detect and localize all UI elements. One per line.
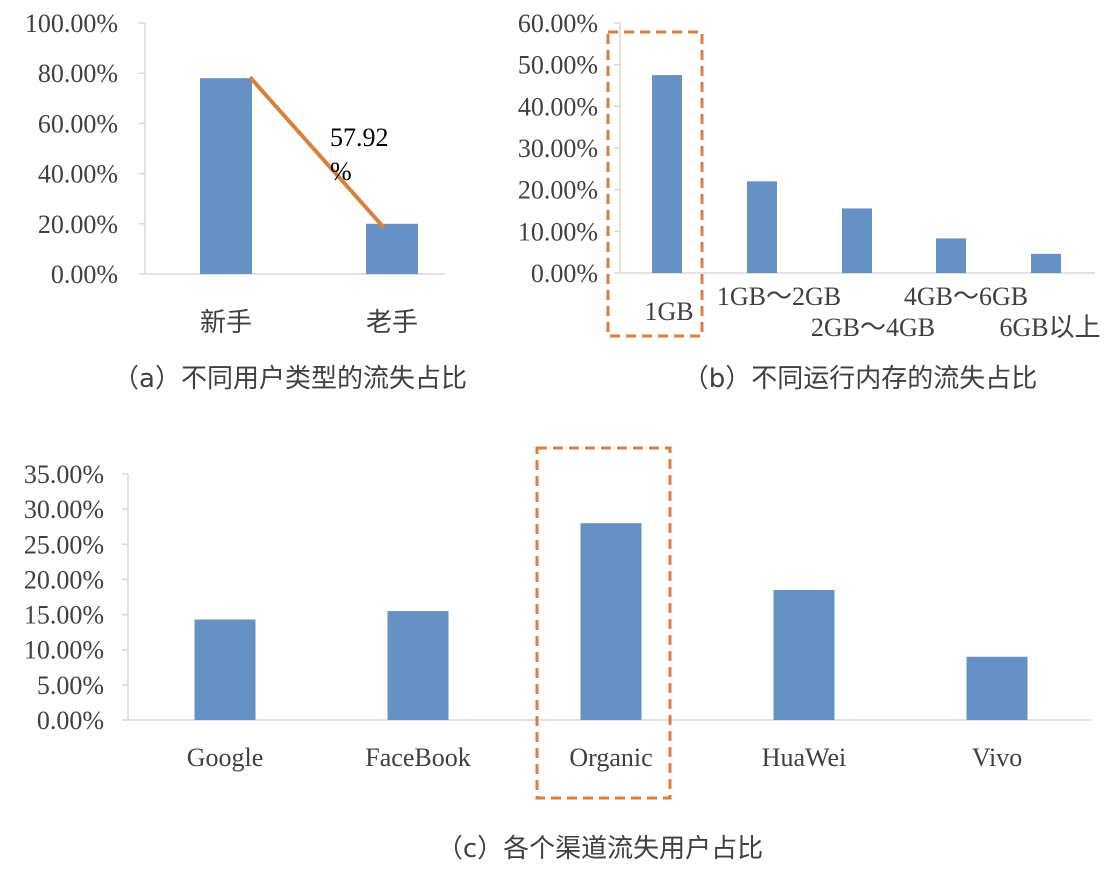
chart-b-highlight-box xyxy=(606,30,704,338)
chart-b-category-label: 2GB～4GB xyxy=(811,313,935,342)
chart-a-ytick-label: 0.00% xyxy=(51,260,118,289)
chart-b-category-label: 4GB～6GB xyxy=(904,282,1028,311)
chart-b-bar xyxy=(747,181,777,273)
chart-c-ytick-label: 30.00% xyxy=(24,495,104,524)
chart-a-trend-line xyxy=(248,75,386,230)
chart-a-bar xyxy=(200,78,252,274)
chart-a-bar xyxy=(366,223,418,274)
chart-c-highlight-box xyxy=(535,446,672,800)
chart-b-bar xyxy=(652,75,682,273)
chart-c-ytick-label: 5.00% xyxy=(37,671,104,700)
chart-b-ytick-label: 10.00% xyxy=(518,217,598,246)
chart-b-memory: 0.00% 10.00% 20.00% 30.00% 40.00% 50.00% 60.00… xyxy=(518,9,1101,394)
chart-a-ytick-label: 80.00% xyxy=(38,59,118,88)
chart-b-ytick-label: 60.00% xyxy=(518,9,598,38)
chart-b-ytick-label: 50.00% xyxy=(518,51,598,80)
chart-c-bar xyxy=(194,619,256,720)
chart-b-ytick-label: 20.00% xyxy=(518,176,598,205)
chart-c-category-label: Organic xyxy=(569,743,652,772)
chart-a-ytick-label: 40.00% xyxy=(38,160,118,189)
chart-a-ytick-label: 20.00% xyxy=(38,210,118,239)
chart-c-category-label: Google xyxy=(187,743,264,772)
chart-b-bar xyxy=(1031,253,1061,273)
chart-c-ytick-label: 35.00% xyxy=(24,460,104,489)
chart-c-bar xyxy=(773,589,835,720)
chart-b-ytick-label: 30.00% xyxy=(518,134,598,163)
chart-c-ytick-label: 0.00% xyxy=(37,706,104,735)
chart-b-bar xyxy=(936,238,966,273)
chart-c-ytick-label: 20.00% xyxy=(24,565,104,594)
chart-b-ytick-label: 40.00% xyxy=(518,92,598,121)
chart-a-category-label: 老手 xyxy=(366,308,418,337)
chart-a-ytick-label: 100.00% xyxy=(25,9,118,38)
chart-a-annotation-unit: % xyxy=(330,157,352,186)
chart-c-bar xyxy=(580,523,642,720)
chart-c-ytick-label: 15.00% xyxy=(24,601,104,630)
chart-a-user-type: 0.00% 20.00% 40.00% 60.00% 80.00% 100.00% 新手 老… xyxy=(25,9,467,394)
chart-b-category-label: 1GB xyxy=(644,297,693,326)
chart-c-ytick-label: 25.00% xyxy=(24,530,104,559)
chart-a-caption: （a）不同用户类型的流失占比 xyxy=(113,364,467,394)
chart-b-ytick-label: 0.00% xyxy=(531,259,598,288)
chart-c-bar xyxy=(387,611,449,720)
chart-b-caption: （b）不同运行内存的流失占比 xyxy=(683,364,1038,394)
chart-c-channel: 0.00% 5.00% 10.00% 15.00% 20.00% 25.00% 30.00%… xyxy=(24,446,1092,864)
chart-b-bar xyxy=(842,208,872,273)
chart-c-caption: （c）各个渠道流失用户占比 xyxy=(437,834,763,864)
chart-a-category-label: 新手 xyxy=(200,308,252,337)
chart-c-category-label: Vivo xyxy=(972,743,1022,772)
chart-b-category-label: 1GB～2GB xyxy=(717,282,841,311)
chart-c-bar xyxy=(966,656,1028,720)
chart-a-ytick-label: 60.00% xyxy=(38,109,118,138)
chart-b-category-label: 6GB以上 xyxy=(999,313,1100,342)
chart-c-category-label: FaceBook xyxy=(365,743,470,772)
chart-c-ytick-label: 10.00% xyxy=(24,636,104,665)
chart-a-annotation-value: 57.92 xyxy=(330,123,389,152)
chart-c-category-label: HuaWei xyxy=(762,743,847,772)
